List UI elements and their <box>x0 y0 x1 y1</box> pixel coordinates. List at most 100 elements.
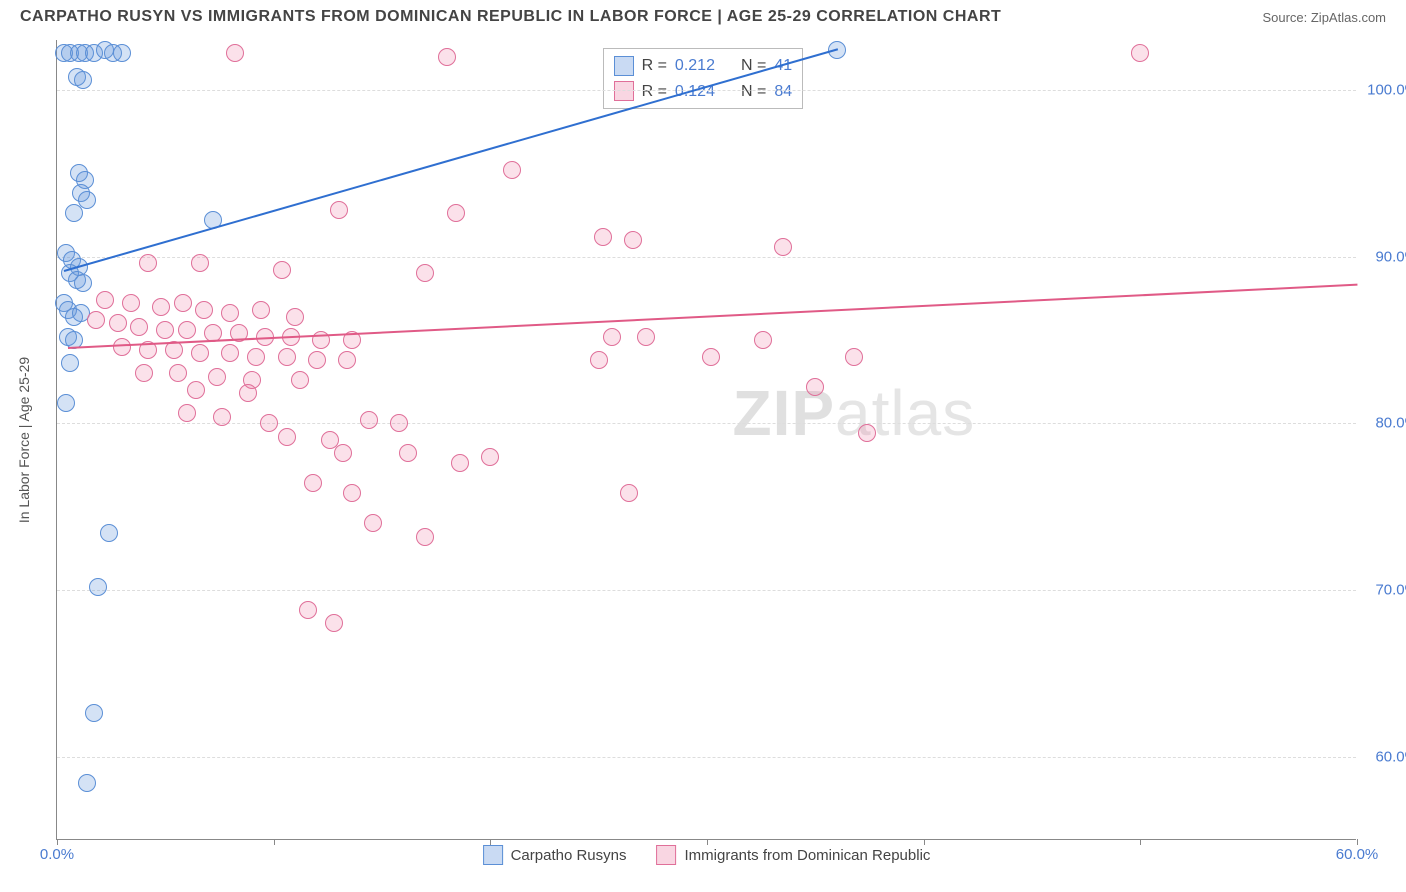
y-tick-label: 80.0% <box>1362 415 1406 432</box>
data-point <box>438 48 456 66</box>
data-point <box>624 231 642 249</box>
data-point <box>139 254 157 272</box>
data-point <box>87 311 105 329</box>
data-point <box>178 404 196 422</box>
legend-item: Carpatho Rusyns <box>483 845 627 865</box>
data-point <box>1131 44 1149 62</box>
chart-legend: Carpatho Rusyns Immigrants from Dominican… <box>483 845 931 865</box>
data-point <box>325 614 343 632</box>
data-point <box>96 291 114 309</box>
data-point <box>481 448 499 466</box>
data-point <box>174 294 192 312</box>
data-point <box>806 378 824 396</box>
x-tick <box>274 839 275 845</box>
n-label: N = <box>741 79 766 105</box>
data-point <box>291 371 309 389</box>
data-point <box>100 524 118 542</box>
data-point <box>208 368 226 386</box>
gridline-h <box>57 590 1356 591</box>
data-point <box>61 354 79 372</box>
data-point <box>195 301 213 319</box>
x-tick-label: 60.0% <box>1336 846 1379 863</box>
data-point <box>74 71 92 89</box>
data-point <box>78 191 96 209</box>
data-point <box>399 444 417 462</box>
data-point <box>364 514 382 532</box>
data-point <box>754 331 772 349</box>
chart-title: CARPATHO RUSYN VS IMMIGRANTS FROM DOMINI… <box>20 8 1001 26</box>
data-point <box>278 428 296 446</box>
source-attribution: Source: ZipAtlas.com <box>1262 10 1386 25</box>
series-swatch <box>614 56 634 76</box>
data-point <box>122 294 140 312</box>
data-point <box>57 394 75 412</box>
data-point <box>109 314 127 332</box>
data-point <box>416 528 434 546</box>
data-point <box>503 161 521 179</box>
data-point <box>178 321 196 339</box>
gridline-h <box>57 257 1356 258</box>
data-point <box>113 44 131 62</box>
data-point <box>845 348 863 366</box>
data-point <box>247 348 265 366</box>
data-point <box>85 704 103 722</box>
legend-item: Immigrants from Dominican Republic <box>656 845 930 865</box>
legend-label: Immigrants from Dominican Republic <box>684 847 930 864</box>
data-point <box>308 351 326 369</box>
data-point <box>156 321 174 339</box>
y-tick-label: 90.0% <box>1362 248 1406 265</box>
gridline-h <box>57 757 1356 758</box>
watermark: ZIPatlas <box>732 376 975 450</box>
data-point <box>299 601 317 619</box>
y-tick-label: 70.0% <box>1362 582 1406 599</box>
gridline-h <box>57 423 1356 424</box>
y-tick-label: 60.0% <box>1362 748 1406 765</box>
x-tick <box>924 839 925 845</box>
watermark-light: atlas <box>835 377 975 449</box>
gridline-h <box>57 90 1356 91</box>
data-point <box>286 308 304 326</box>
x-tick <box>1140 839 1141 845</box>
data-point <box>334 444 352 462</box>
data-point <box>620 484 638 502</box>
data-point <box>74 274 92 292</box>
r-label: R = <box>642 53 667 79</box>
correlation-stat-box: R =0.212N = 41R =0.124N = 84 <box>603 48 804 109</box>
y-axis-label: In Labor Force | Age 25-29 <box>16 357 32 523</box>
r-value: 0.212 <box>675 53 715 79</box>
data-point <box>637 328 655 346</box>
data-point <box>603 328 621 346</box>
x-tick <box>707 839 708 845</box>
data-point <box>343 484 361 502</box>
data-point <box>78 774 96 792</box>
data-point <box>304 474 322 492</box>
x-tick <box>490 839 491 845</box>
data-point <box>221 304 239 322</box>
data-point <box>338 351 356 369</box>
data-point <box>416 264 434 282</box>
data-point <box>858 424 876 442</box>
data-point <box>278 348 296 366</box>
data-point <box>89 578 107 596</box>
data-point <box>191 344 209 362</box>
trend-line <box>63 48 837 272</box>
r-value: 0.124 <box>675 79 715 105</box>
data-point <box>590 351 608 369</box>
legend-swatch <box>656 845 676 865</box>
data-point <box>169 364 187 382</box>
data-point <box>774 238 792 256</box>
stat-row: R =0.212N = 41 <box>614 53 793 79</box>
series-swatch <box>614 81 634 101</box>
data-point <box>213 408 231 426</box>
data-point <box>273 261 291 279</box>
data-point <box>260 414 278 432</box>
data-point <box>451 454 469 472</box>
data-point <box>594 228 612 246</box>
n-value: 84 <box>774 79 792 105</box>
data-point <box>360 411 378 429</box>
data-point <box>135 364 153 382</box>
stat-row: R =0.124N = 84 <box>614 79 793 105</box>
data-point <box>187 381 205 399</box>
scatter-chart: ZIPatlas R =0.212N = 41R =0.124N = 84 Ca… <box>56 40 1356 840</box>
x-tick <box>57 839 58 845</box>
